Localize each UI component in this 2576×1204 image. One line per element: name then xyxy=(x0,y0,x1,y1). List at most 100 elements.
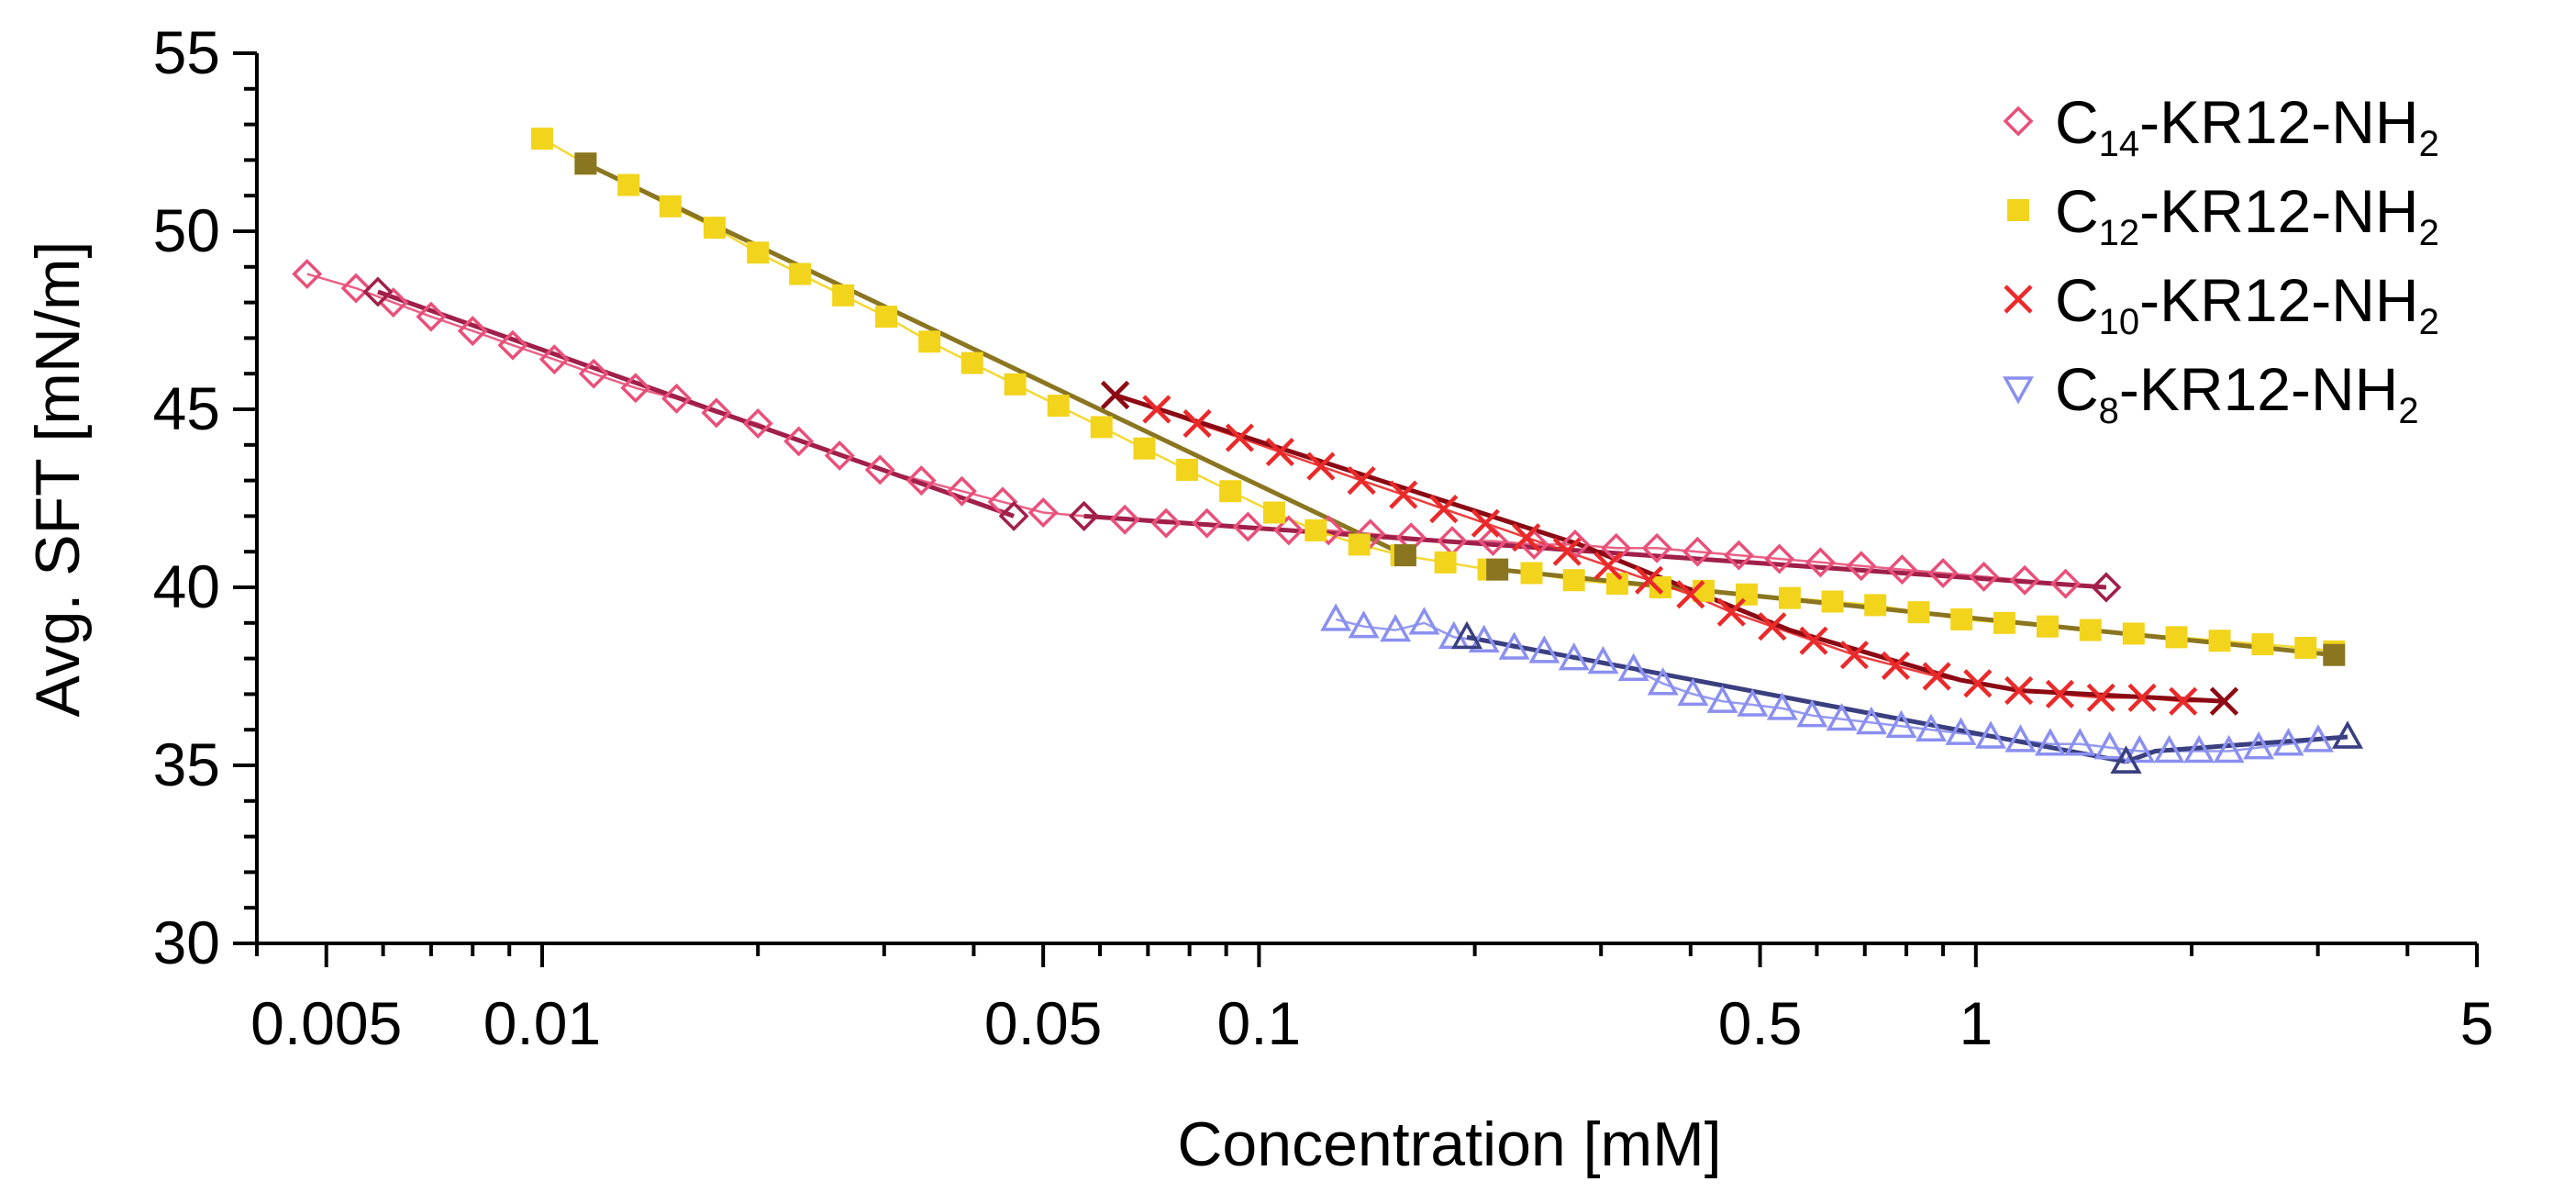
series-1-point xyxy=(701,397,732,429)
series-2-point xyxy=(875,306,898,329)
series-3-point xyxy=(2086,683,2115,712)
series-3-point xyxy=(1552,537,1582,566)
x-tick-label: 0.005 xyxy=(250,989,402,1057)
series-1-point xyxy=(1641,532,1672,563)
y-tick-label: 50 xyxy=(153,196,220,264)
series-4-point xyxy=(1408,607,1440,635)
series-4-point xyxy=(1468,624,1500,652)
series-2-point xyxy=(2208,630,2231,652)
tick-labels: 30 35 40 45 50 55 0.005 0.01 0.05 0.1 0.5 1 5 xyxy=(153,18,2494,1057)
series-1-point xyxy=(864,454,895,485)
series-3-point xyxy=(1758,612,1787,641)
series-1-point xyxy=(1764,543,1795,574)
series-4-point xyxy=(1647,667,1679,696)
series-1-point xyxy=(1355,518,1386,550)
series-3-fit-line xyxy=(1114,393,2225,704)
series-1-point xyxy=(1232,511,1263,542)
series-1-point xyxy=(1027,497,1059,528)
series-2-point xyxy=(1434,551,1457,574)
series-4-point xyxy=(1528,635,1560,663)
series-2-fit-endpoint xyxy=(574,152,597,175)
series-3-point xyxy=(2045,679,2075,708)
series-2-point xyxy=(2122,622,2145,645)
legend-label-2: C12-KR12-NH2 xyxy=(2055,177,2439,253)
series-2-point xyxy=(1778,586,1801,609)
series-4-point xyxy=(1438,620,1470,650)
legend: C14-KR12-NH2 C12-KR12-NH2 C10-KR12-NH2 C8-K… xyxy=(2003,88,2439,431)
series-2-point xyxy=(530,128,553,150)
series-4-point xyxy=(1677,677,1709,707)
series-3-point xyxy=(1389,480,1418,509)
y-axis-label: Avg. SFT [mN/m] xyxy=(23,241,93,718)
legend-marker-3 xyxy=(2004,284,2033,314)
legend-label-3: C10-KR12-NH2 xyxy=(2055,266,2439,342)
series-1-point xyxy=(905,465,937,496)
series-3-point xyxy=(1471,508,1500,538)
series-2-point xyxy=(1993,611,2015,634)
series-1-point xyxy=(1886,554,1917,585)
series-2-point xyxy=(1219,480,1242,503)
series-3-point xyxy=(1881,651,1911,680)
series-2-point xyxy=(2294,636,2317,659)
data-markers xyxy=(292,128,2363,774)
series-3-point xyxy=(2169,686,2198,716)
series-1-fit-endpoint xyxy=(998,500,1029,531)
series-1-point xyxy=(1477,526,1508,557)
axes-frame xyxy=(233,51,2479,967)
series-3-point xyxy=(1142,395,1171,424)
series-2-fit-endpoint xyxy=(1393,544,1416,567)
series-1-point xyxy=(539,344,570,375)
series-1-point xyxy=(824,440,855,471)
series-4-point xyxy=(2302,724,2334,752)
series-3-point xyxy=(2127,683,2157,712)
series-1-point xyxy=(2009,564,2040,596)
series-2-point xyxy=(1821,590,1844,613)
series-2-point xyxy=(747,241,770,264)
series-3-point xyxy=(1429,495,1459,524)
series-4-fit-endpoint xyxy=(1451,620,1483,650)
series-1-point xyxy=(1682,536,1713,567)
series-1-point xyxy=(1969,561,1999,592)
series-2-point xyxy=(1348,533,1371,556)
series-1-fit-endpoint xyxy=(1069,500,1100,531)
series-4-point xyxy=(1320,603,1352,631)
series-2-point xyxy=(2036,615,2059,638)
x-tick-label: 0.1 xyxy=(1217,989,1302,1057)
series-4-point xyxy=(1706,685,1738,713)
series-3-point xyxy=(2004,675,2034,706)
series-4-fit-endpoint xyxy=(2332,720,2363,749)
series-1-point xyxy=(1723,540,1754,571)
series-2-point xyxy=(1133,437,1156,460)
series-2-fit-endpoint xyxy=(1486,558,1509,581)
series-1-point xyxy=(783,426,815,457)
y-tick-label: 55 xyxy=(153,18,220,86)
series-3-point xyxy=(1716,597,1746,627)
series-4-point xyxy=(1498,631,1530,660)
series-3-fit-endpoint xyxy=(2209,686,2239,716)
series-2-point xyxy=(1864,594,1887,617)
series-4-point xyxy=(1915,713,1947,741)
y-tick-label: 35 xyxy=(153,730,220,798)
legend-label-4: C8-KR12-NH2 xyxy=(2055,355,2419,431)
series-4-point xyxy=(1380,613,1412,642)
legend-label-1: C14-KR12-NH2 xyxy=(2055,88,2439,164)
series-2-fit-endpoint xyxy=(2323,643,2346,666)
series-2-point xyxy=(617,173,640,196)
series-2-point xyxy=(1305,518,1327,541)
series-4-point xyxy=(1945,717,1977,745)
legend-marker-4 xyxy=(2003,376,2034,405)
series-2-point xyxy=(789,262,812,285)
series-1-point xyxy=(1192,507,1223,539)
series-2-point xyxy=(960,351,983,374)
series-2-point xyxy=(1520,562,1543,585)
series-1-point xyxy=(457,316,488,347)
series-3-point xyxy=(1225,423,1254,452)
series-1-point xyxy=(2050,568,2082,599)
series-4-point xyxy=(2272,728,2304,756)
series-4-point xyxy=(1826,702,1858,731)
series-2-point xyxy=(1950,608,1973,630)
y-tick-label: 40 xyxy=(153,552,220,620)
series-2-point xyxy=(1562,569,1585,592)
x-tick-label: 0.01 xyxy=(483,989,601,1057)
